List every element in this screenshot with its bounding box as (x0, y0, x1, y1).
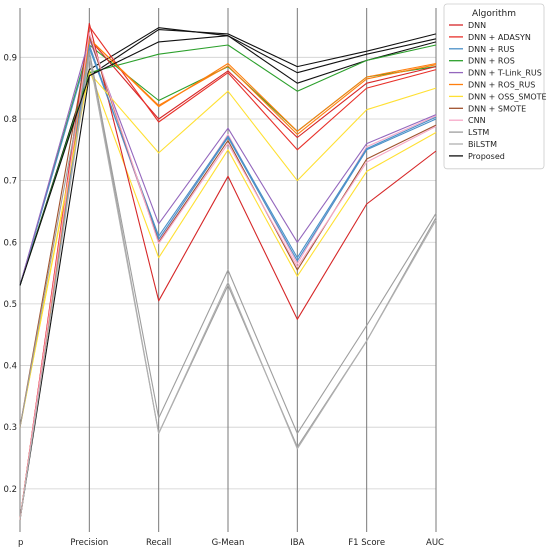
y-tick-labels: 0.2 0.3 0.4 0.5 0.6 0.7 0.8 0.9 (3, 53, 17, 495)
series-lines (19, 22, 437, 520)
y-tick-label: 0.6 (3, 238, 17, 248)
y-tick-label: 0.3 (3, 423, 17, 433)
legend-entry[interactable]: CNN (468, 116, 486, 125)
y-tick-label: 0.5 (3, 300, 17, 310)
series-line-proposed (19, 35, 437, 286)
series-line-dnn-adasyn (19, 25, 437, 520)
y-tick-label: 0.8 (3, 115, 17, 125)
legend-entry[interactable]: DNN + OSS_SMOTE (468, 92, 547, 101)
legend-title: Algorithm (472, 9, 516, 19)
x-tick-label: G-Mean (212, 538, 245, 548)
legend-entry[interactable]: Proposed (468, 152, 505, 161)
series-line-cnn (19, 32, 437, 520)
legend-entry[interactable]: LSTM (468, 128, 489, 137)
legend-entry[interactable]: DNN + ADASYN (468, 33, 531, 42)
x-tick-label: Recall (146, 538, 171, 548)
series-line-bilstm (19, 56, 437, 520)
legend-box (443, 3, 545, 170)
legend-entry[interactable]: DNN + ROS_RUS (468, 81, 535, 90)
legend[interactable]: Algorithm DNN DNN + ADASYN DNN + RUS DNN + R… (443, 3, 547, 170)
legend-entry[interactable]: BiLSTM (468, 140, 497, 149)
series-line-dnn (19, 22, 437, 520)
y-tick-label: 0.4 (3, 362, 17, 372)
y-tick-label: 0.9 (3, 53, 17, 63)
x-tick-label: AUC (426, 538, 444, 548)
x-tick-label: F1 Score (348, 538, 385, 548)
legend-entry[interactable]: DNN + ROS (468, 57, 515, 66)
y-tick-label: 0.7 (3, 177, 17, 187)
legend-entry[interactable]: DNN + SMOTE (468, 104, 526, 113)
y-tick-label: 0.2 (3, 485, 17, 495)
x-tick-label: p (18, 538, 23, 548)
series-line-lstm (19, 50, 437, 434)
series-line-dnn-oss-smote (19, 72, 437, 428)
x-tick-label: Precision (70, 538, 108, 548)
x-tick-label: IBA (290, 538, 304, 548)
legend-entry[interactable]: DNN + RUS (468, 45, 514, 54)
legend-entry[interactable]: DNN (468, 21, 486, 30)
series-line-dnn-rus (19, 44, 437, 520)
legend-entry[interactable]: DNN + T-Link_RUS (468, 69, 542, 78)
x-tick-labels: p Precision Recall G-Mean IBA F1 Score AUC (18, 538, 444, 548)
